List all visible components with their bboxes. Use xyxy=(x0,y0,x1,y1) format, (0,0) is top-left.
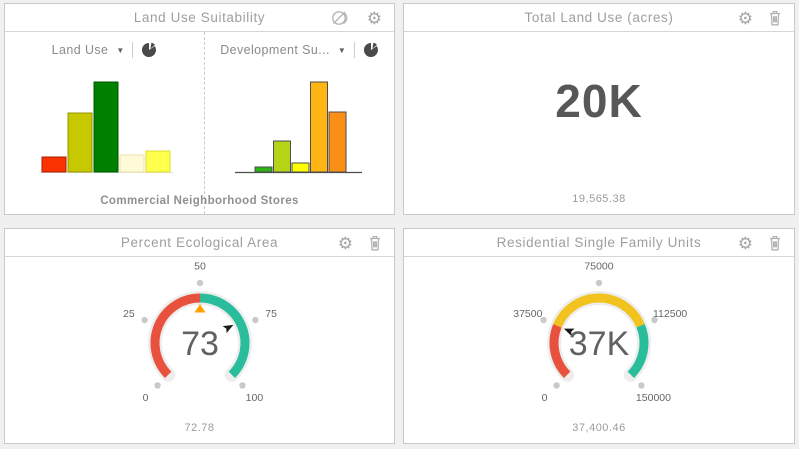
trash-icon[interactable] xyxy=(368,235,382,251)
svg-text:112500: 112500 xyxy=(653,308,687,320)
panel-total-land-use: Total Land Use (acres) ⚙ 20K 19,565.38 xyxy=(403,3,795,215)
field-selector[interactable]: Development Su... ▼ xyxy=(205,37,394,63)
chevron-down-icon: ▼ xyxy=(116,45,125,55)
svg-text:50: 50 xyxy=(194,261,206,273)
svg-text:0: 0 xyxy=(143,392,149,404)
gauge-percent-ecological: 0 25 50 75 100 73 xyxy=(123,261,277,404)
pie-chart-toggle-icon[interactable] xyxy=(141,42,157,58)
svg-text:75000: 75000 xyxy=(584,261,613,273)
svg-text:73: 73 xyxy=(181,325,219,363)
bar-chart-land-use xyxy=(39,81,173,173)
gear-icon[interactable]: ⚙ xyxy=(737,8,753,28)
panel-percent-ecological-area: Percent Ecological Area ⚙ 0 25 50 75 100 73 7… xyxy=(4,228,395,444)
field-selector-label[interactable]: Development Su... xyxy=(220,43,330,57)
svg-text:100: 100 xyxy=(246,392,264,404)
divider xyxy=(132,42,134,58)
svg-text:0: 0 xyxy=(542,392,548,404)
gauge-body: 0 25 50 75 100 73 72.78 xyxy=(5,257,394,443)
combo-chart-body: Land Use ▼ Development Su... ▼ xyxy=(5,32,394,214)
gear-icon[interactable]: ⚙ xyxy=(737,233,753,253)
gauge-body: 0 37500 75000 112500 150000 37K 37,400.46 xyxy=(404,257,794,443)
left-chart-column: Land Use ▼ xyxy=(5,32,204,214)
svg-text:150000: 150000 xyxy=(636,392,671,404)
gauge-residential-units: 0 37500 75000 112500 150000 37K xyxy=(513,261,687,404)
panel-header: Land Use Suitability ⚙ xyxy=(5,4,394,32)
panel-header: Percent Ecological Area ⚙ xyxy=(5,229,394,257)
svg-text:37500: 37500 xyxy=(513,308,542,320)
panel-title: Percent Ecological Area xyxy=(120,235,279,250)
panel-header: Residential Single Family Units ⚙ xyxy=(404,229,794,257)
pie-chart-toggle-icon[interactable] xyxy=(363,42,379,58)
chevron-down-icon: ▼ xyxy=(337,45,346,55)
panel-title: Total Land Use (acres) xyxy=(524,10,674,25)
gauge-footer-value: 72.78 xyxy=(184,422,215,434)
bar-chart-development-suitability xyxy=(235,81,362,174)
panel-header: Total Land Use (acres) ⚙ xyxy=(404,4,794,32)
field-selector[interactable]: Land Use ▼ xyxy=(5,37,204,63)
right-chart-column: Development Su... ▼ xyxy=(204,32,394,214)
gear-icon[interactable]: ⚙ xyxy=(337,233,353,253)
field-selector-label[interactable]: Land Use xyxy=(51,43,109,57)
panel-residential-single-family-units: Residential Single Family Units ⚙ 0 37500… xyxy=(403,228,795,444)
hide-preview-icon[interactable] xyxy=(330,10,352,26)
divider xyxy=(353,42,355,58)
panel-title: Land Use Suitability xyxy=(133,10,266,25)
indicator-value: 20K xyxy=(555,75,643,127)
svg-text:37K: 37K xyxy=(569,325,630,363)
indicator-body: 20K 19,565.38 xyxy=(404,32,794,214)
gauge-footer-value: 37,400.46 xyxy=(572,422,626,434)
trash-icon[interactable] xyxy=(768,235,782,251)
panel-title: Residential Single Family Units xyxy=(496,235,702,250)
svg-text:75: 75 xyxy=(265,308,277,320)
trash-icon[interactable] xyxy=(768,10,782,26)
svg-text:25: 25 xyxy=(123,308,135,320)
panel-land-use-suitability: Land Use Suitability ⚙ Land Use ▼ xyxy=(4,3,395,215)
indicator-footer-value: 19,565.38 xyxy=(572,193,626,205)
chart-axis-label: Commercial Neighborhood Stores xyxy=(100,195,299,207)
gear-icon[interactable]: ⚙ xyxy=(366,8,382,28)
